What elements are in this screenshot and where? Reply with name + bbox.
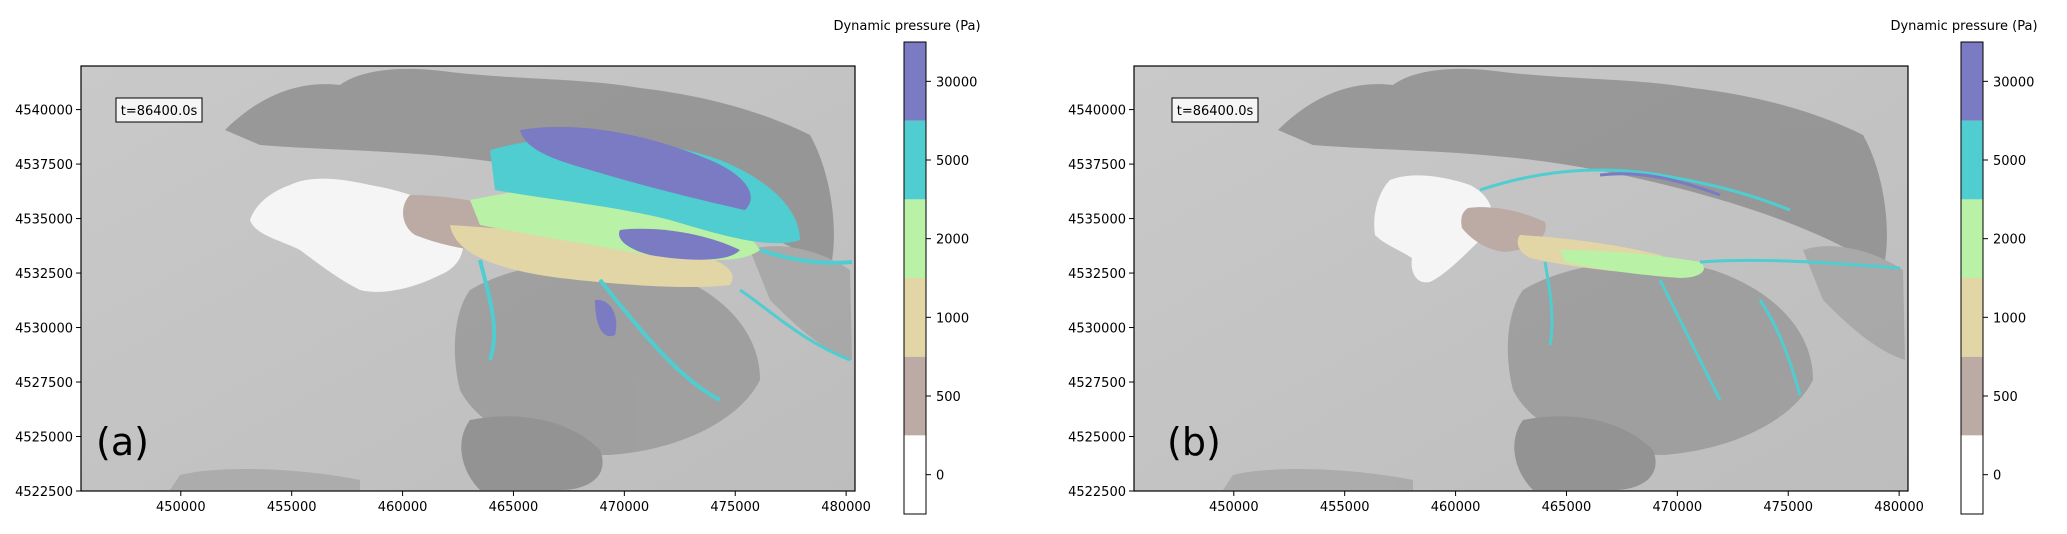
panel-b-colorbar-frame: [1960, 41, 1984, 515]
panel-a-pressure-zone-1000: [450, 225, 733, 288]
panel-a: t=86400.0s (a) 450000 455000 460000 465000 4…: [15, 19, 980, 515]
panel-a-colorbar-segment: [904, 278, 926, 357]
panel-a-colorbar-label: 0: [936, 469, 944, 484]
panel-a-x-tick-label: 455000: [267, 500, 317, 515]
panel-b-x-tick-label: 455000: [1320, 500, 1370, 515]
panel-b-panel-label: (b): [1167, 420, 1221, 464]
panel-a-colorbar-segment: [904, 120, 926, 200]
panel-a-pressure-zone-30000-valley: [595, 299, 617, 337]
panel-a-channel-southeast: [739, 288, 851, 362]
panel-a-time-label: t=86400.0s: [121, 104, 198, 119]
panel-a-y-tick-label: 4522500: [15, 485, 73, 500]
panel-a-colorbar: 0 500 1000 2000 5000 30000: [903, 41, 977, 515]
panel-b-y-tick-label: 4522500: [1068, 485, 1126, 500]
panel-b-colorbar-label: 500: [1993, 390, 2018, 405]
panel-a-y-tick-label: 4525000: [15, 431, 73, 446]
panel-a-terrain-relief: [170, 68, 852, 490]
panel-b-axes: 450000 455000 460000 465000 470000 475000 4800…: [1068, 104, 1924, 515]
panel-a-channel-south: [598, 278, 721, 402]
panel-b-colorbar-label: 30000: [1993, 75, 2034, 90]
panel-b-y-tick-label: 4525000: [1068, 431, 1126, 446]
panel-a-flow-extent: [250, 126, 853, 402]
panel-b-pressure-zone-2000: [1560, 250, 1704, 278]
panel-b-y-tick-label: 4535000: [1068, 213, 1126, 228]
panel-b-colorbar-segment: [1961, 42, 1983, 121]
panel-b-colorbar-title: Dynamic pressure (Pa): [1890, 19, 2037, 34]
panel-b-channel-north-deep: [1599, 172, 1721, 197]
panel-a-colorbar-title: Dynamic pressure (Pa): [833, 19, 980, 34]
panel-b-colorbar-label: 1000: [1993, 311, 2026, 326]
panel-b-colorbar-segment: [1961, 120, 1983, 200]
panel-a-colorbar-segment: [904, 199, 926, 278]
panel-b-time-label: t=86400.0s: [1177, 104, 1254, 119]
panel-b-channel-west: [1543, 261, 1554, 346]
panel-a-x-tick-label: 450000: [156, 500, 206, 515]
panel-a-y-tick-label: 4527500: [15, 376, 73, 391]
panel-a-channel-west: [478, 259, 497, 361]
panel-a-y-tick-label: 4530000: [15, 322, 73, 337]
panel-a-colorbar-segment: [904, 435, 926, 514]
panel-b: t=86400.0s (b) 450000 455000 460000 465000 4…: [1068, 19, 2037, 515]
panel-b-x-tick-label: 465000: [1542, 500, 1592, 515]
panel-a-colorbar-label: 2000: [936, 233, 969, 248]
panel-a-plot-frame: [80, 65, 856, 492]
panel-b-channel-east: [1699, 258, 1901, 270]
panel-a-x-tick-label: 460000: [378, 500, 428, 515]
panel-a-colorbar-label: 5000: [936, 154, 969, 169]
panel-b-x-tick-label: 470000: [1653, 500, 1703, 515]
panel-a-axes: 450000 455000 460000 465000 470000 475000 4800…: [15, 104, 871, 515]
panel-b-y-tick-label: 4537500: [1068, 158, 1126, 173]
panel-b-x-tick-label: 460000: [1431, 500, 1481, 515]
panel-b-channel-south: [1658, 279, 1722, 401]
panel-a-colorbar-label: 1000: [936, 311, 969, 326]
panel-b-time-box: [1171, 97, 1259, 123]
panel-a-pressure-zone-30000: [520, 126, 751, 210]
panel-a-colorbar-frame: [903, 41, 927, 515]
panel-a-colorbar-label: 30000: [936, 75, 977, 90]
panel-a-colorbar-label: 500: [936, 390, 961, 405]
panel-b-y-tick-label: 4532500: [1068, 267, 1126, 282]
panel-a-pressure-zone-30000-south: [619, 228, 740, 260]
panel-a-pressure-zone-5000: [490, 137, 800, 244]
panel-a-x-tick-label: 475000: [710, 500, 760, 515]
panel-b-terrain-relief: [1223, 68, 1905, 490]
panel-a-y-tick-label: 4537500: [15, 158, 73, 173]
panel-b-pressure-zone-0: [1374, 175, 1493, 283]
panel-b-colorbar-label: 0: [1993, 469, 2001, 484]
panel-b-flow-extent: [1374, 168, 1901, 401]
panel-b-colorbar-segment: [1961, 435, 1983, 514]
panel-b-y-tick-label: 4530000: [1068, 322, 1126, 337]
panel-a-channel-east: [759, 248, 853, 265]
panel-a-panel-label: (a): [96, 420, 149, 464]
panel-a-y-tick-label: 4540000: [15, 104, 73, 119]
panel-a-x-tick-label: 465000: [489, 500, 539, 515]
panel-b-colorbar-label: 2000: [1993, 233, 2026, 248]
panel-a-time-box: [115, 97, 203, 123]
panel-a-x-tick-label: 480000: [821, 500, 871, 515]
panel-b-colorbar-segment: [1961, 199, 1983, 278]
panel-a-y-tick-label: 4535000: [15, 213, 73, 228]
panel-b-colorbar-segment: [1961, 278, 1983, 357]
panel-b-colorbar-label: 5000: [1993, 154, 2026, 169]
panel-b-x-tick-label: 475000: [1763, 500, 1813, 515]
panel-a-y-tick-label: 4532500: [15, 267, 73, 282]
panel-b-plot-frame: [1133, 65, 1909, 492]
panel-a-colorbar-segment: [904, 356, 926, 436]
panel-b-colorbar: 0 500 1000 2000 5000 30000: [1960, 41, 2034, 515]
panel-b-channel-southeast: [1758, 299, 1802, 396]
panel-b-y-tick-label: 4540000: [1068, 104, 1126, 119]
panel-b-x-tick-label: 480000: [1874, 500, 1924, 515]
panel-b-channel-north: [1479, 168, 1791, 212]
panel-a-colorbar-segment: [904, 42, 926, 121]
panel-b-colorbar-segment: [1961, 356, 1983, 436]
panel-b-x-tick-label: 450000: [1209, 500, 1259, 515]
panel-a-x-tick-label: 470000: [600, 500, 650, 515]
panel-b-y-tick-label: 4527500: [1068, 376, 1126, 391]
